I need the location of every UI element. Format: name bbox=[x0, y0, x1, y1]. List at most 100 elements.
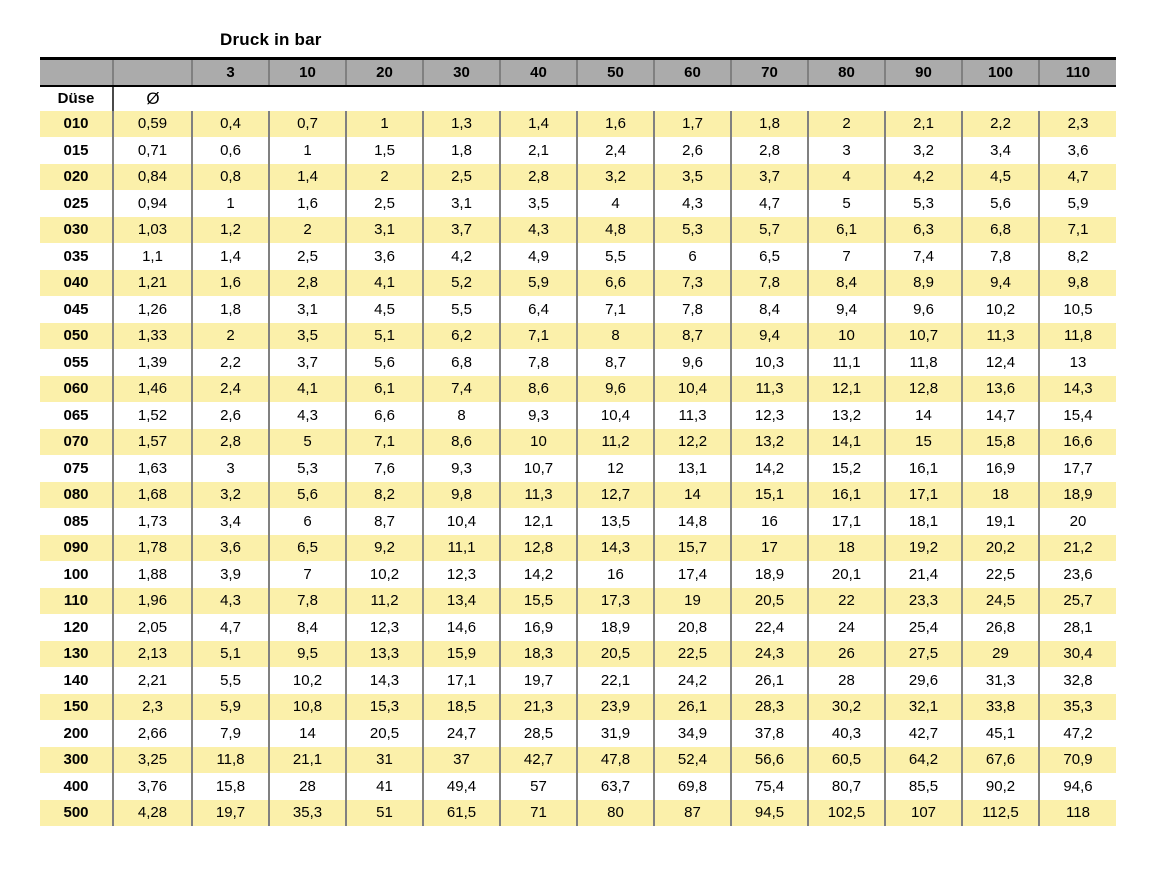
pressure-header-50: 50 bbox=[576, 57, 654, 87]
flow-value: 2,4 bbox=[576, 137, 654, 164]
flow-value: 4,2 bbox=[884, 163, 962, 190]
flow-value: 7,6 bbox=[345, 455, 423, 482]
flow-value: 5,6 bbox=[345, 349, 423, 376]
flow-value: 23,9 bbox=[576, 693, 654, 720]
flow-value: 3 bbox=[191, 455, 269, 482]
flow-value: 2,5 bbox=[422, 163, 500, 190]
nozzle-size-label: 070 bbox=[40, 428, 113, 455]
flow-value: 1,6 bbox=[268, 190, 346, 217]
flow-value: 8,7 bbox=[576, 349, 654, 376]
nozzle-size-label: 500 bbox=[40, 799, 113, 826]
flow-value: 8,2 bbox=[345, 481, 423, 508]
nozzle-column-label: Düse bbox=[40, 85, 113, 111]
pressure-header-20: 20 bbox=[345, 57, 423, 87]
table-row-duese-045: 045 1,26 1,8 3,1 4,5 5,5 6,4 7,1 7,8 8,4 9,4 9,6 10,… bbox=[40, 296, 1116, 323]
flow-value: 26,1 bbox=[653, 693, 731, 720]
nozzle-size-label: 140 bbox=[63, 671, 89, 689]
flow-value: 56,6 bbox=[730, 746, 808, 773]
flow-value: 15,8 bbox=[191, 773, 269, 800]
table-row-duese-130: 130 2,13 5,1 9,5 13,3 15,9 18,3 20,5 22,5 24,3 26 2… bbox=[40, 640, 1116, 667]
flow-value: 33,8 bbox=[961, 693, 1039, 720]
table-row-duese-035: 035 1,1 1,4 2,5 3,6 4,2 4,9 5,5 6 6,5 7 7,4 7,8 8,2 bbox=[40, 243, 1116, 270]
flow-value: 0,6 bbox=[191, 137, 269, 164]
flow-value: 28,5 bbox=[499, 720, 577, 747]
flow-value: 28,1 bbox=[1038, 614, 1116, 641]
flow-value: 17,1 bbox=[807, 508, 885, 535]
flow-value: 21,2 bbox=[1038, 534, 1116, 561]
nozzle-diameter-value: 3,76 bbox=[112, 773, 192, 800]
flow-value: 7,8 bbox=[499, 349, 577, 376]
flow-value: 2 bbox=[807, 110, 885, 137]
flow-value: 20,5 bbox=[576, 640, 654, 667]
nozzle-diameter-value: 2,3 bbox=[112, 693, 192, 720]
flow-value: 2 bbox=[191, 322, 269, 349]
flow-value: 9,6 bbox=[653, 349, 731, 376]
flow-value: 63,7 bbox=[576, 773, 654, 800]
flow-value: 5,3 bbox=[268, 455, 346, 482]
flow-value: 47,8 bbox=[576, 746, 654, 773]
nozzle-diameter-value: 0,59 bbox=[112, 110, 192, 137]
flow-value: 11,2 bbox=[345, 587, 423, 614]
nozzle-diameter-value: 0,94 bbox=[112, 190, 192, 217]
flow-value: 13,2 bbox=[807, 402, 885, 429]
nozzle-size-label: 200 bbox=[63, 724, 89, 742]
flow-value: 15,2 bbox=[807, 455, 885, 482]
flow-value: 5,5 bbox=[191, 667, 269, 694]
flow-value: 12,1 bbox=[499, 508, 577, 535]
flow-value: 3,2 bbox=[576, 163, 654, 190]
flow-value: 2,3 bbox=[1038, 110, 1116, 137]
flow-value: 35,3 bbox=[1038, 693, 1116, 720]
flow-value: 41 bbox=[345, 773, 423, 800]
flow-value: 13,1 bbox=[653, 455, 731, 482]
flow-value: 17,1 bbox=[422, 667, 500, 694]
nozzle-size-label: 090 bbox=[40, 534, 113, 561]
table-row-duese-055: 055 1,39 2,2 3,7 5,6 6,8 7,8 8,7 9,6 10,3 11,1 11,8… bbox=[40, 349, 1116, 376]
nozzle-diameter-value: 1,33 bbox=[112, 322, 192, 349]
flow-value: 5,9 bbox=[191, 693, 269, 720]
flow-value: 29 bbox=[961, 640, 1039, 667]
flow-value: 2,4 bbox=[191, 375, 269, 402]
table-row-duese-400: 400 3,76 15,8 28 41 49,4 57 63,7 69,8 75,4 80,7 85,… bbox=[40, 773, 1116, 800]
flow-value: 13,6 bbox=[961, 375, 1039, 402]
flow-value: 20,2 bbox=[961, 534, 1039, 561]
flow-value: 11,2 bbox=[576, 428, 654, 455]
flow-value: 8,4 bbox=[268, 614, 346, 641]
flow-value: 14,7 bbox=[961, 402, 1039, 429]
flow-value: 107 bbox=[884, 799, 962, 826]
flow-value: 12,1 bbox=[807, 375, 885, 402]
pressure-header-3: 3 bbox=[191, 57, 269, 87]
flow-value: 12,3 bbox=[345, 614, 423, 641]
flow-value: 22,1 bbox=[576, 667, 654, 694]
label-row-filler bbox=[346, 85, 423, 111]
flow-value: 10,2 bbox=[961, 296, 1039, 323]
flow-value: 8,9 bbox=[884, 269, 962, 296]
flow-value: 67,6 bbox=[961, 746, 1039, 773]
flow-value: 34,9 bbox=[653, 720, 731, 747]
flow-value: 20,5 bbox=[345, 720, 423, 747]
flow-value: 4,5 bbox=[345, 296, 423, 323]
flow-value: 42,7 bbox=[884, 720, 962, 747]
flow-value: 15,3 bbox=[345, 693, 423, 720]
flow-value: 85,5 bbox=[884, 773, 962, 800]
flow-value: 87 bbox=[653, 799, 731, 826]
flow-value: 71 bbox=[499, 799, 577, 826]
flow-value: 12,8 bbox=[499, 534, 577, 561]
pressure-header-60: 60 bbox=[653, 57, 731, 87]
flow-value: 19,1 bbox=[961, 508, 1039, 535]
flow-value: 5,1 bbox=[345, 322, 423, 349]
flow-value: 112,5 bbox=[961, 799, 1039, 826]
nozzle-size-label: 120 bbox=[63, 618, 89, 636]
nozzle-diameter-value: 1,39 bbox=[112, 349, 192, 376]
flow-value: 22,4 bbox=[730, 614, 808, 641]
flow-value: 6,6 bbox=[345, 402, 423, 429]
flow-value: 60,5 bbox=[807, 746, 885, 773]
flow-value: 2,8 bbox=[499, 163, 577, 190]
flow-value: 10 bbox=[807, 322, 885, 349]
flow-value: 13,3 bbox=[345, 640, 423, 667]
flow-value: 10,2 bbox=[268, 667, 346, 694]
flow-value: 1,5 bbox=[345, 137, 423, 164]
flow-value: 16,9 bbox=[961, 455, 1039, 482]
flow-value: 47,2 bbox=[1038, 720, 1116, 747]
table-row-duese-110: 110 1,96 4,3 7,8 11,2 13,4 15,5 17,3 19 20,5 22 23,… bbox=[40, 587, 1116, 614]
flow-value: 21,1 bbox=[268, 746, 346, 773]
